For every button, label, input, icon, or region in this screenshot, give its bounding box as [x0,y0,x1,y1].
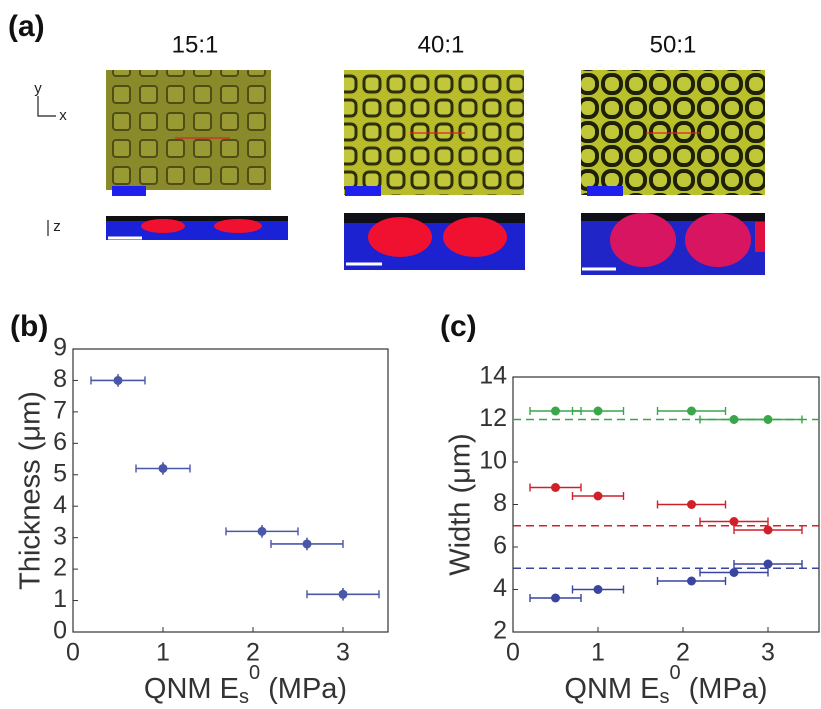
y-tick-label: 6 [493,532,507,560]
y-tick-label: 10 [479,447,507,475]
y-tick-label: 2 [53,554,67,582]
ratio-label: 50:1 [650,31,697,58]
y-tick-label: 8 [53,365,67,393]
x-axis-label-part: 0 [669,662,680,684]
x-tick-label: 3 [761,639,775,667]
y-tick-label: 7 [53,396,67,424]
data-point [763,525,773,535]
y-axis-label: Thickness (μm) [15,391,47,590]
micrograph [581,70,765,275]
y-tick-label: 14 [479,362,507,390]
data-point [763,415,773,424]
panel-label: (a) [8,10,45,43]
data-point [687,406,696,416]
data-point [593,491,603,501]
y-tick-label: 12 [479,404,507,432]
y-tick-label: 8 [493,489,507,517]
x-axis-label-part: (MPa) [260,673,347,705]
x-tick-label: 0 [506,639,520,667]
data-point [687,576,696,586]
ratio-label: 15:1 [172,31,219,58]
data-point [593,585,603,594]
y-tick-label: 5 [53,459,67,487]
x-axis-label-part: s [239,686,249,708]
y-tick-label: 6 [53,428,67,456]
data-point [687,500,696,509]
data-point [551,406,560,416]
x-axis-label-part: QNM E [564,673,659,705]
axis-icon-label: y [34,80,42,97]
axis-icon-label: x [59,107,67,124]
y-tick-label: 4 [493,574,507,602]
x-tick-label: 1 [591,639,605,667]
data-point [593,406,603,416]
y-tick-label: 4 [53,491,67,519]
panel-a: (a) 15:1 40:1 50:1 y x z [8,10,765,275]
data-point [113,375,123,385]
data-point [763,559,773,569]
y-axis-label: Width (μm) [445,433,477,575]
x-axis-label: QNM Es0 (MPa) [144,662,347,708]
x-tick-label: 1 [156,639,170,667]
y-tick-label: 9 [53,334,67,362]
data-point [729,568,739,577]
x-axis-label-part: QNM E [144,673,239,705]
panel-label: (c) [440,310,477,343]
data-point [257,526,267,536]
plot-frame [72,348,389,633]
x-tick-label: 0 [66,639,80,667]
y-tick-label: 0 [53,617,67,645]
x-tick-label: 2 [676,639,690,667]
data-point [338,589,348,599]
x-axis-label-part: s [659,686,669,708]
micrograph [344,70,525,270]
panel-label: (b) [10,310,48,343]
y-tick-label: 3 [53,522,67,550]
data-point [158,463,168,473]
axis-icon-label: z [53,218,61,235]
data-point [551,483,560,492]
ratio-label: 40:1 [418,31,465,58]
micrograph [106,70,288,240]
x-axis-label: QNM Es0 (MPa) [564,662,767,708]
x-axis-label-part: (MPa) [681,673,768,705]
y-tick-label: 1 [53,585,67,613]
axis-icon [37,96,56,117]
data-point [302,539,312,549]
x-tick-label: 3 [336,639,350,667]
data-point [729,517,739,526]
data-point [551,593,560,603]
x-axis-label-part: 0 [249,662,260,684]
x-tick-label: 2 [246,639,260,667]
y-tick-label: 2 [493,617,507,645]
